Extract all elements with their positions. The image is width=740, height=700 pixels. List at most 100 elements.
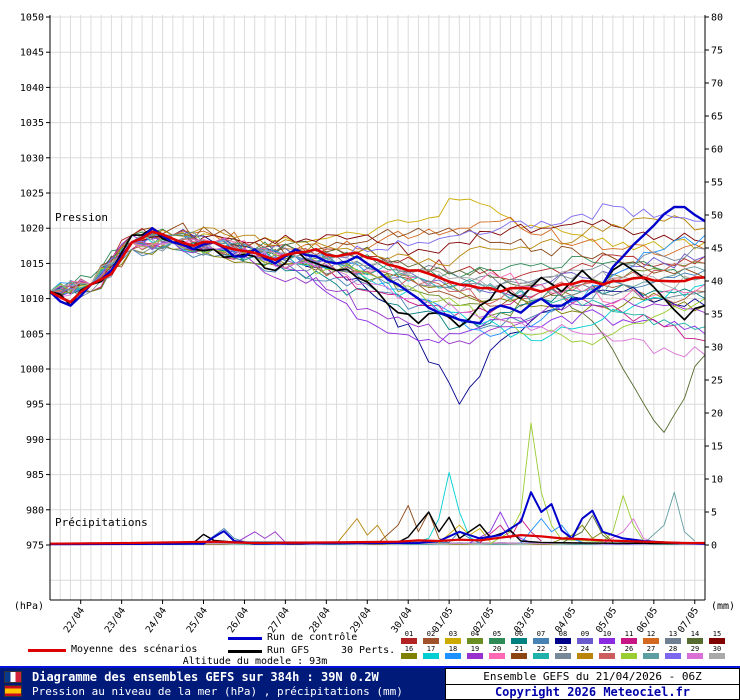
legend-perts-label: 30 Perts. <box>341 645 396 656</box>
svg-text:24/04: 24/04 <box>144 605 170 635</box>
svg-text:1040: 1040 <box>20 83 44 94</box>
member-legend-item: 16 <box>398 645 420 660</box>
member-legend-item: 27 <box>640 645 662 660</box>
member-legend-item: 26 <box>618 645 640 660</box>
member-color-swatch <box>687 653 703 659</box>
svg-text:995: 995 <box>26 400 44 411</box>
member-color-swatch <box>577 638 593 644</box>
member-color-swatch <box>621 653 637 659</box>
member-color-swatch <box>577 653 593 659</box>
svg-text:30: 30 <box>711 343 723 354</box>
svg-text:1045: 1045 <box>20 48 44 59</box>
svg-text:1005: 1005 <box>20 329 44 340</box>
member-color-swatch <box>599 653 615 659</box>
member-legend-item: 17 <box>420 645 442 660</box>
member-color-swatch <box>555 653 571 659</box>
svg-text:975: 975 <box>26 541 44 552</box>
svg-text:26/04: 26/04 <box>226 605 252 635</box>
svg-text:70: 70 <box>711 79 723 90</box>
member-color-swatch <box>467 638 483 644</box>
member-color-swatch <box>467 653 483 659</box>
member-color-swatch <box>489 638 505 644</box>
member-color-swatch <box>621 638 637 644</box>
svg-text:990: 990 <box>26 435 44 446</box>
member-legend-item: 29 <box>684 645 706 660</box>
member-legend-item: 08 <box>552 630 574 645</box>
svg-text:1035: 1035 <box>20 118 44 129</box>
member-legend-item: 06 <box>508 630 530 645</box>
svg-text:1020: 1020 <box>20 224 44 235</box>
member-color-swatch <box>445 638 461 644</box>
member-legend-item: 20 <box>486 645 508 660</box>
member-legend: 01 02 03 04 05 06 07 08 09 10 11 12 13 14 15 16 17 18 19 20… <box>398 630 736 660</box>
member-legend-item: 22 <box>530 645 552 660</box>
svg-text:(mm): (mm) <box>711 601 735 612</box>
svg-text:50: 50 <box>711 211 723 222</box>
member-legend-item: 01 <box>398 630 420 645</box>
svg-text:5: 5 <box>711 508 717 519</box>
member-color-swatch <box>709 638 725 644</box>
svg-text:1030: 1030 <box>20 153 44 164</box>
member-legend-item: 23 <box>552 645 574 660</box>
svg-text:1015: 1015 <box>20 259 44 270</box>
svg-text:80: 80 <box>711 13 723 24</box>
svg-text:10: 10 <box>711 475 723 486</box>
svg-text:27/04: 27/04 <box>266 605 292 635</box>
mean-line-sample <box>28 649 66 652</box>
svg-text:0: 0 <box>711 541 717 552</box>
svg-text:40: 40 <box>711 277 723 288</box>
member-legend-item: 21 <box>508 645 530 660</box>
member-legend-item: 10 <box>596 630 618 645</box>
member-color-swatch <box>401 653 417 659</box>
svg-text:(hPa): (hPa) <box>14 601 44 612</box>
svg-text:55: 55 <box>711 178 723 189</box>
svg-text:22/04: 22/04 <box>62 605 88 635</box>
member-legend-item: 24 <box>574 645 596 660</box>
member-legend-item: 03 <box>442 630 464 645</box>
member-color-swatch <box>665 653 681 659</box>
svg-text:25: 25 <box>711 376 723 387</box>
svg-text:Pression: Pression <box>55 211 108 224</box>
member-legend-item: 05 <box>486 630 508 645</box>
member-color-swatch <box>445 653 461 659</box>
member-legend-item: 07 <box>530 630 552 645</box>
footer-title: Diagramme des ensembles GEFS sur 384h : … <box>32 670 379 684</box>
member-color-swatch <box>401 638 417 644</box>
member-color-swatch <box>709 653 725 659</box>
member-color-swatch <box>423 638 439 644</box>
svg-text:1010: 1010 <box>20 294 44 305</box>
member-legend-item: 12 <box>640 630 662 645</box>
svg-text:15: 15 <box>711 442 723 453</box>
member-legend-item: 15 <box>706 630 728 645</box>
run-info: Ensemble GEFS du 21/04/2026 - 06Z <box>446 669 739 685</box>
svg-text:75: 75 <box>711 46 723 57</box>
svg-text:65: 65 <box>711 112 723 123</box>
copyright[interactable]: Copyright 2026 Meteociel.fr <box>494 684 691 699</box>
mean-pressure-line <box>49 230 706 304</box>
member-color-swatch <box>423 653 439 659</box>
member-color-swatch <box>687 638 703 644</box>
flag-es-icon[interactable] <box>4 685 22 697</box>
language-flags <box>0 668 26 700</box>
member-color-swatch <box>665 638 681 644</box>
member-color-swatch <box>511 653 527 659</box>
svg-text:60: 60 <box>711 145 723 156</box>
footer-subtitle: Pression au niveau de la mer (hPa) , pré… <box>32 685 403 698</box>
svg-text:985: 985 <box>26 470 44 481</box>
svg-text:28/04: 28/04 <box>307 605 333 635</box>
member-color-swatch <box>533 653 549 659</box>
svg-text:1000: 1000 <box>20 365 44 376</box>
member-color-swatch <box>599 638 615 644</box>
svg-text:45: 45 <box>711 244 723 255</box>
flag-fr-icon[interactable] <box>4 671 22 683</box>
member-color-swatch <box>533 638 549 644</box>
control-line-sample <box>228 637 262 640</box>
footer-text: Diagramme des ensembles GEFS sur 384h : … <box>26 668 445 700</box>
footer-bar: Diagramme des ensembles GEFS sur 384h : … <box>0 666 740 700</box>
member-legend-item: 13 <box>662 630 684 645</box>
member-color-swatch <box>643 653 659 659</box>
svg-text:29/04: 29/04 <box>348 605 374 635</box>
run-info-box: Ensemble GEFS du 21/04/2026 - 06Z Copyri… <box>445 668 740 700</box>
member-legend-item: 19 <box>464 645 486 660</box>
